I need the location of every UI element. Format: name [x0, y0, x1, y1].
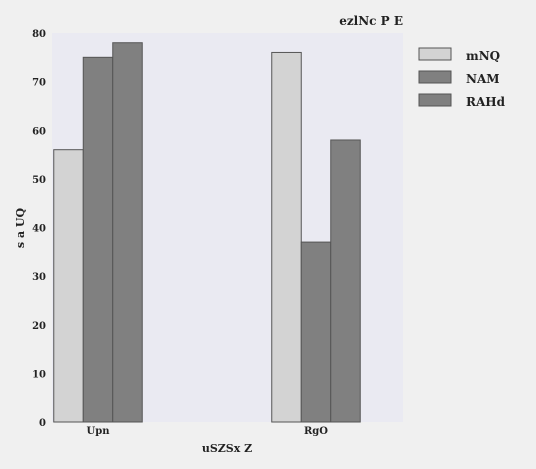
- y-tick-label: 50: [32, 175, 46, 186]
- legend-swatch-RAHd: [418, 93, 452, 107]
- bar-RAHd-RgO: [330, 139, 361, 423]
- y-axis-ticks: 0 10 20 30 40 50 60 70 80: [32, 29, 46, 429]
- x-axis-ticks: Upn RgO: [87, 426, 329, 437]
- bar-RAHd-Upn: [112, 42, 143, 423]
- y-tick-label: 70: [32, 78, 46, 89]
- chart-title: ezlNc P E: [339, 14, 403, 28]
- y-axis-title: s a UQ: [14, 208, 27, 249]
- legend-label-NAM: NAM: [466, 72, 500, 86]
- y-tick-label: 40: [32, 224, 46, 235]
- x-axis-title: uSZSx Z: [202, 442, 252, 455]
- legend: mNQ NAM RAHd: [418, 47, 506, 109]
- bar-mNQ-Upn: [53, 149, 84, 423]
- bar-mNQ-RgO: [271, 51, 302, 423]
- legend-label-RAHd: RAHd: [466, 95, 506, 109]
- y-tick-label: 20: [32, 321, 46, 332]
- y-tick-label: 10: [32, 369, 46, 380]
- x-tick-label: RgO: [304, 426, 328, 437]
- bars-group: [53, 42, 361, 423]
- y-tick-label: 60: [32, 126, 46, 137]
- x-tick-label: Upn: [87, 426, 111, 437]
- legend-swatch-NAM: [418, 70, 452, 84]
- y-tick-label: 30: [32, 272, 46, 283]
- legend-label-mNQ: mNQ: [466, 49, 500, 63]
- legend-swatch-mNQ: [418, 47, 452, 61]
- bar-NAM-RgO: [300, 241, 332, 423]
- y-tick-label: 0: [39, 418, 46, 429]
- y-tick-label: 80: [32, 29, 46, 40]
- bar-NAM-Upn: [82, 56, 114, 423]
